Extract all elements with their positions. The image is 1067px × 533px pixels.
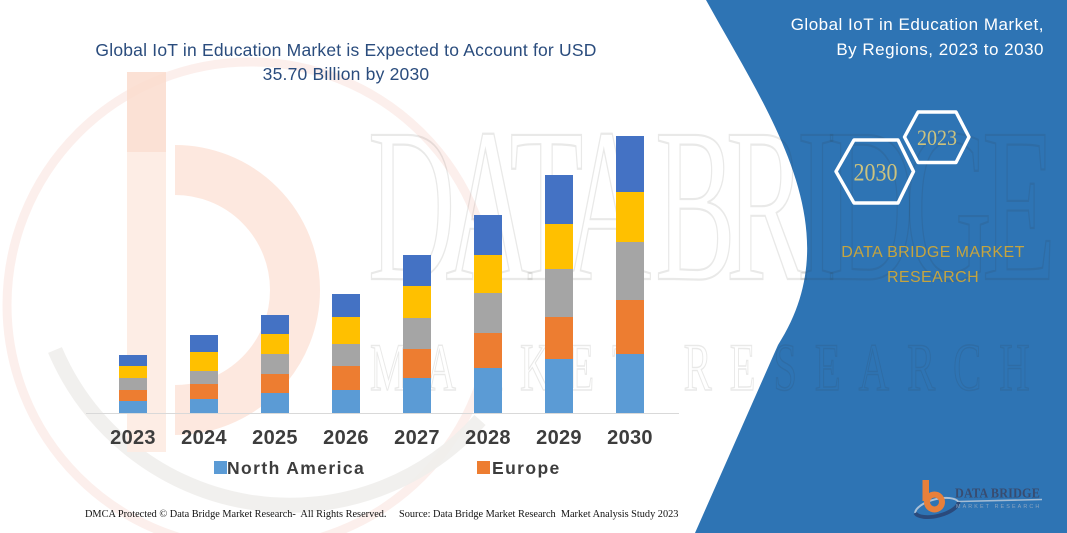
svg-text:MARKET RESEARCH: MARKET RESEARCH [956,504,1041,510]
svg-text:2030: 2030 [854,160,898,187]
svg-text:DATA BRIDGE: DATA BRIDGE [955,487,1040,502]
svg-text:2023: 2023 [917,125,957,150]
